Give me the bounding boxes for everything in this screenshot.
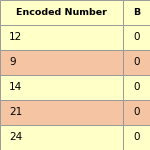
Bar (123, 25, 150, 50)
Text: 0: 0 (133, 57, 140, 67)
Text: 21: 21 (9, 107, 22, 117)
Bar (0, 25, 123, 50)
Text: Encoded Number: Encoded Number (16, 8, 107, 17)
Text: B: B (133, 8, 140, 17)
Text: 0: 0 (133, 132, 140, 142)
Bar (123, 75, 150, 100)
Bar (0, 75, 123, 100)
Bar (123, 50, 150, 75)
Bar (123, 125, 150, 150)
Bar (0, 50, 123, 75)
Text: 0: 0 (133, 32, 140, 42)
Text: 0: 0 (133, 107, 140, 117)
Bar (0, 100, 123, 125)
Bar (0, 125, 123, 150)
Bar (123, 0, 150, 25)
Bar (123, 100, 150, 125)
Text: 0: 0 (133, 82, 140, 92)
Text: 14: 14 (9, 82, 22, 92)
Text: 12: 12 (9, 32, 22, 42)
Text: 9: 9 (9, 57, 16, 67)
Bar (0, 0, 123, 25)
Text: 24: 24 (9, 132, 22, 142)
